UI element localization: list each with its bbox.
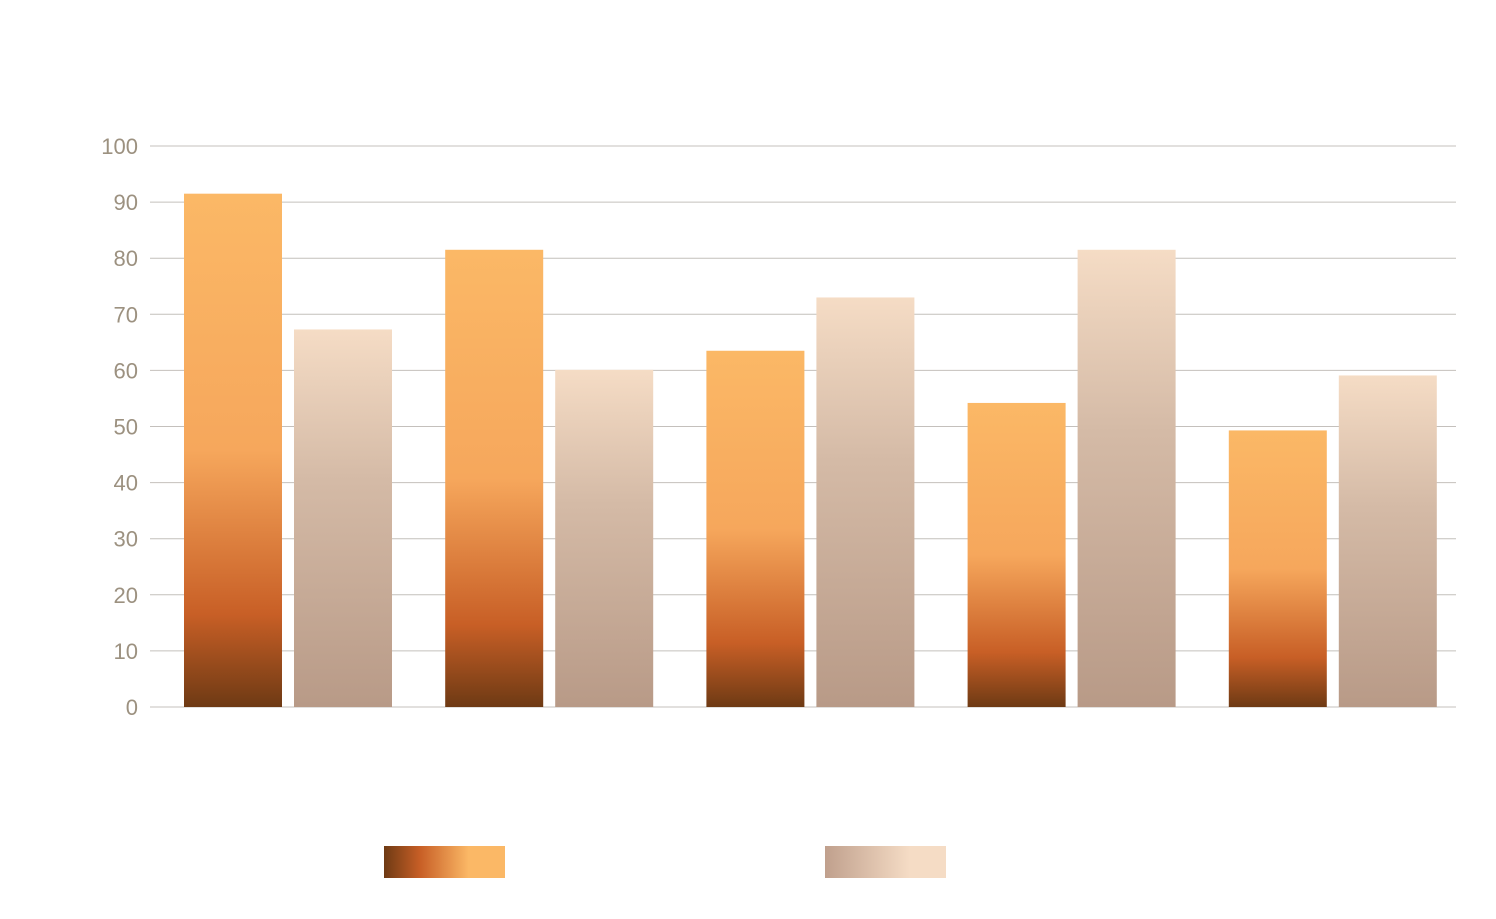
bar-series-2-group-3 — [816, 297, 915, 707]
y-axis: 0 10 20 30 40 50 60 70 80 90 100 — [101, 134, 138, 720]
y-tick-label: 70 — [114, 302, 138, 327]
legend — [384, 846, 946, 878]
y-tick-label: 10 — [114, 639, 138, 664]
y-tick-label: 80 — [114, 246, 138, 271]
y-tick-label: 20 — [114, 583, 138, 608]
y-tick-label: 40 — [114, 471, 138, 496]
legend-swatch-series-2 — [825, 846, 946, 878]
bar-series-2-group-1 — [294, 329, 392, 707]
y-tick-label: 0 — [126, 695, 138, 720]
y-tick-label: 90 — [114, 190, 138, 215]
y-tick-label: 30 — [114, 527, 138, 552]
y-tick-label: 100 — [101, 134, 138, 159]
legend-swatch-series-1 — [384, 846, 505, 878]
bar-series-2-group-4 — [1077, 249, 1176, 707]
bar-series-1-group-1 — [184, 193, 282, 707]
bar-series-2-group-5 — [1338, 375, 1437, 707]
bars — [184, 193, 1437, 707]
bar-series-1-group-5 — [1228, 430, 1327, 707]
bar-series-1-group-3 — [706, 350, 805, 707]
y-tick-label: 50 — [114, 415, 138, 440]
bar-series-2-group-2 — [555, 369, 654, 707]
y-tick-label: 60 — [114, 358, 138, 383]
bar-series-1-group-2 — [445, 249, 544, 707]
bar-series-1-group-4 — [967, 402, 1066, 707]
